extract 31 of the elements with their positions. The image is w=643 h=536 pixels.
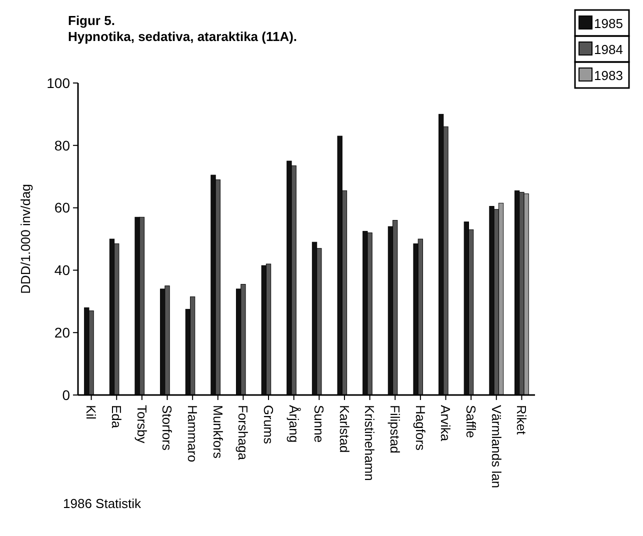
x-tick-label: Värmlands lan: [488, 405, 504, 488]
legend-label: 1983: [594, 68, 623, 83]
x-tick-label: Forshaga: [236, 405, 251, 461]
y-tick-label: 20: [54, 324, 70, 340]
y-tick-label: 40: [54, 262, 70, 278]
y-tick-label: 100: [46, 74, 70, 91]
x-tick-label: Grums: [260, 405, 276, 444]
x-tick-label: Kil: [84, 405, 99, 420]
x-tick-label: Karlstad: [336, 405, 352, 453]
y-tick-label: 60: [54, 200, 70, 216]
x-tick-label: Arvika: [438, 405, 454, 442]
x-tick-label: Hagfors: [412, 405, 428, 452]
x-tick-label: Kristinehamn: [362, 405, 378, 481]
x-tick-label: Eda: [109, 405, 124, 429]
chart-title: Figur 5.: [68, 13, 115, 28]
x-tick-label: Filipstad: [388, 405, 403, 454]
y-axis-title: DDD/1.000 inv/dag: [18, 184, 33, 294]
x-tick-label: Munkfors: [210, 405, 226, 459]
x-tick-label: Hammaro: [185, 405, 200, 462]
x-tick-label: Storfors: [160, 405, 175, 452]
x-tick-label: Riket: [514, 405, 530, 436]
legend-label: 1985: [594, 16, 623, 31]
x-tick-label: Årjang: [286, 405, 302, 443]
text: 1986 Statistik: [63, 496, 142, 511]
x-tick-label: Sunne: [312, 405, 327, 443]
x-tick-label: Torsby: [134, 405, 150, 444]
x-tick-label: Saffle: [464, 405, 479, 438]
legend-label: 1984: [594, 42, 623, 57]
y-tick-label: 80: [54, 137, 70, 154]
y-tick-label: 0: [62, 386, 70, 403]
chart-subtitle: Hypnotika, sedativa, ataraktika (11A).: [68, 29, 298, 44]
